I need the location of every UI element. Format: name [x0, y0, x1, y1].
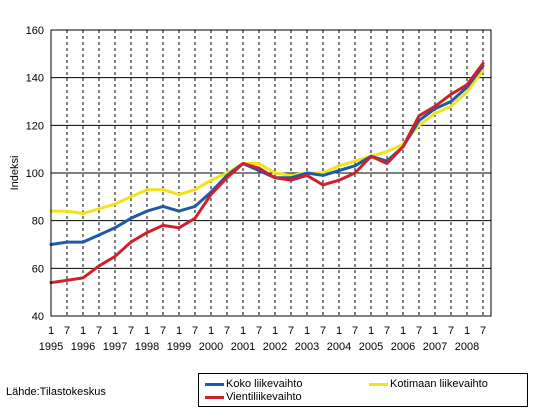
grid: [51, 29, 491, 317]
x-year-label: 1999: [167, 341, 191, 353]
x-year-label: 1996: [71, 341, 95, 353]
x-tick-label: 7: [448, 325, 454, 337]
x-tick-label: 1: [208, 325, 214, 337]
y-axis: 40 60 80 100 120 140 160: [26, 25, 44, 323]
x-year-label: 2005: [359, 341, 383, 353]
legend-label: Vientiliikevaihto: [226, 391, 302, 403]
x-year-label: 2007: [423, 341, 447, 353]
series-line-0: [49, 64, 485, 246]
y-tick-label: 140: [26, 73, 44, 85]
plot-frame: [50, 29, 492, 317]
x-tick-label: 1: [368, 325, 374, 337]
x-tick-label: 1: [144, 325, 150, 337]
x-tick-label: 1: [432, 325, 438, 337]
x-year-label: 2001: [231, 341, 255, 353]
x-tick-label: 7: [480, 325, 486, 337]
x-tick-label: 7: [384, 325, 390, 337]
x-year-label: 2008: [455, 341, 479, 353]
x-tick-label: 1: [48, 325, 54, 337]
x-tick-label: 1: [304, 325, 310, 337]
x-tick-label: 7: [352, 325, 358, 337]
x-tick-label: 7: [128, 325, 134, 337]
series-line-1: [49, 61, 485, 285]
y-tick-label: 80: [32, 216, 44, 228]
x-tick-label: 1: [240, 325, 246, 337]
x-tick-label: 1: [400, 325, 406, 337]
y-tick-label: 160: [26, 25, 44, 37]
x-tick-label: 7: [64, 325, 70, 337]
x-year-label: 2006: [391, 341, 415, 353]
legend-item-kotimaan: Kotimaan liikevaihto: [369, 378, 488, 390]
y-tick-label: 120: [26, 120, 44, 132]
x-tick-label: 1: [176, 325, 182, 337]
x-tick-label: 1: [336, 325, 342, 337]
x-tick-label: 1: [80, 325, 86, 337]
y-tick-label: 60: [32, 263, 44, 275]
legend-swatch: [369, 382, 388, 386]
x-tick-label: 7: [224, 325, 230, 337]
series-lines: [49, 61, 485, 285]
x-year-label: 2000: [199, 341, 223, 353]
legend-swatch: [205, 395, 224, 399]
source-note: Lähde:Tilastokeskus: [6, 386, 106, 398]
x-tick-label: 7: [320, 325, 326, 337]
x-tick-label: 1: [112, 325, 118, 337]
x-tick-label: 1: [464, 325, 470, 337]
x-year-label: 2003: [295, 341, 319, 353]
x-year-label: 1997: [103, 341, 127, 353]
x-tick-label: 7: [160, 325, 166, 337]
x-year-label: 2002: [263, 341, 287, 353]
x-year-label: 1995: [39, 341, 63, 353]
legend-item-koko: Koko liikevaihto: [205, 378, 302, 390]
y-tick-label: 40: [32, 311, 44, 323]
legend: Koko liikevaihto Kotimaan liikevaihto Vi…: [198, 373, 528, 407]
x-year-label: 2004: [327, 341, 351, 353]
x-tick-label: 7: [256, 325, 262, 337]
legend-item-vienti: Vientiliikevaihto: [205, 391, 302, 403]
y-axis-label: Indeksi: [9, 156, 21, 191]
x-tick-label: 1: [272, 325, 278, 337]
legend-swatch: [205, 382, 224, 386]
y-tick-label: 100: [26, 168, 44, 180]
x-year-label: 1998: [135, 341, 159, 353]
x-tick-label: 7: [192, 325, 198, 337]
x-tick-label: 7: [96, 325, 102, 337]
legend-label: Koko liikevaihto: [226, 378, 303, 390]
x-tick-label: 7: [416, 325, 422, 337]
x-tick-label: 7: [288, 325, 294, 337]
series-line-2: [49, 69, 485, 215]
legend-label: Kotimaan liikevaihto: [390, 378, 488, 390]
